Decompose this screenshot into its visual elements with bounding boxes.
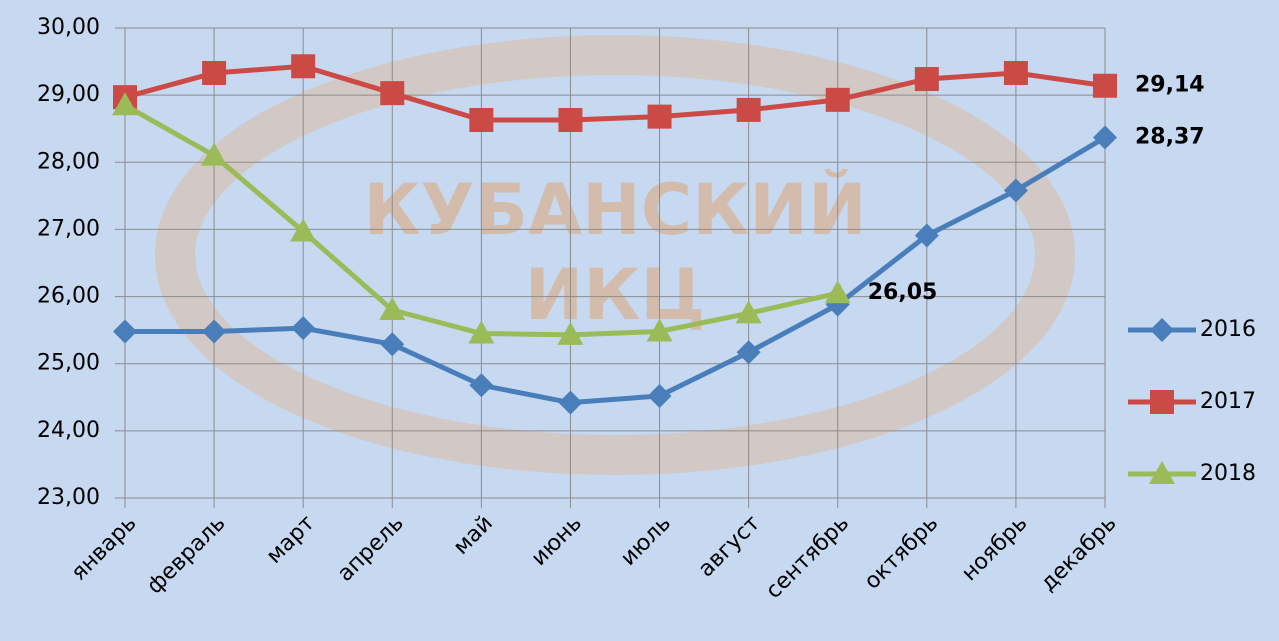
y-tick-label: 29,00 [37,82,100,107]
y-tick-label: 26,00 [37,284,100,309]
marker [736,340,761,365]
y-tick-label: 27,00 [37,216,100,241]
marker [736,97,761,122]
series-line [125,135,1107,406]
marker [914,67,939,92]
y-tick-label: 30,00 [37,15,100,40]
marker [914,223,939,248]
marker [202,319,227,344]
marker [201,142,228,166]
marker [469,373,494,398]
marker [290,218,317,242]
marker [557,321,584,345]
watermark: КУБАНСКИЙ [363,169,866,251]
marker [202,60,227,85]
value-label: 28,37 [1135,124,1205,149]
marker [112,92,138,116]
y-tick-label: 25,00 [37,351,100,376]
watermark: ИКЦ [525,254,706,336]
marker [113,319,137,344]
marker [824,280,851,304]
marker [1093,125,1117,150]
y-tick-label: 28,00 [37,149,100,174]
value-label: 26,05 [868,280,938,305]
marker [291,316,316,341]
marker [1093,73,1117,98]
legend-label: 2017 [1200,389,1256,414]
marker [647,383,672,408]
marker [1150,390,1174,414]
marker [380,332,405,357]
marker [558,107,583,132]
marker [468,320,495,344]
y-tick-label: 23,00 [37,485,100,510]
y-tick-label: 24,00 [37,418,100,443]
legend-label: 2018 [1200,461,1256,486]
marker [1003,60,1028,85]
marker [1150,318,1174,342]
marker [1003,178,1028,203]
marker [735,300,762,324]
marker [379,297,406,320]
marker [1149,461,1175,484]
marker [646,318,673,342]
watermark-ring [155,35,1075,475]
series-line [124,63,1106,123]
marker [825,87,850,112]
legend-label: 2016 [1200,317,1256,342]
value-label: 29,14 [1135,73,1205,98]
marker [558,390,583,415]
marker [291,54,316,79]
marker [647,104,672,129]
marker [469,107,494,132]
marker [380,81,405,106]
